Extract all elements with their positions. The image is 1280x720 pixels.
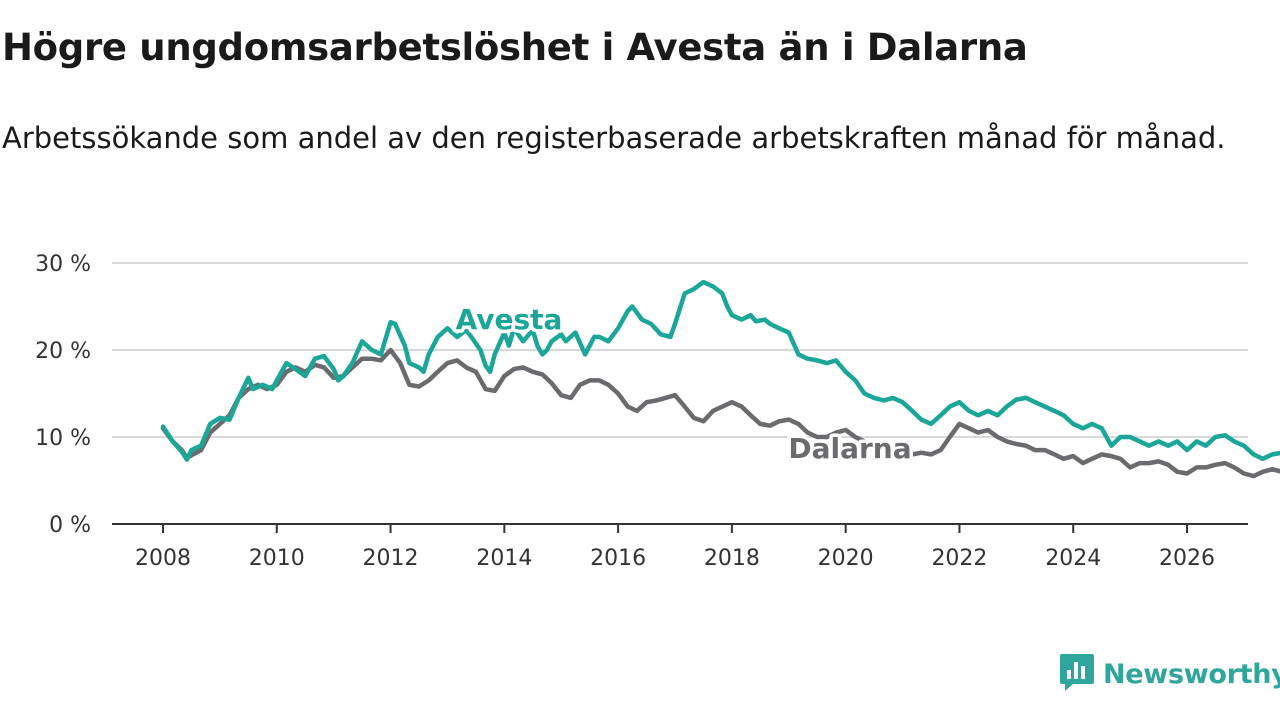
series-name-label-dalarna: Dalarna bbox=[788, 432, 911, 465]
x-tick-label: 2016 bbox=[590, 546, 646, 571]
y-axis: 0 % 10 % 20 % 30 % bbox=[35, 252, 91, 538]
series-line-dalarna bbox=[160, 347, 1280, 479]
x-tick-label: 2026 bbox=[1159, 546, 1215, 571]
y-tick-label: 20 % bbox=[35, 339, 91, 364]
series-layer bbox=[160, 279, 1280, 479]
x-tick-label: 2010 bbox=[249, 546, 305, 571]
y-tick-label: 0 % bbox=[49, 513, 91, 538]
y-tick-label: 30 % bbox=[35, 252, 91, 277]
x-tick-label: 2014 bbox=[476, 546, 532, 571]
x-tick-label: 2022 bbox=[931, 546, 987, 571]
x-tick-label: 2008 bbox=[135, 546, 191, 571]
x-tick-label: 2012 bbox=[363, 546, 419, 571]
x-tick-label: 2018 bbox=[704, 546, 760, 571]
series-line-avesta bbox=[160, 279, 1280, 462]
series-name-label-avesta: Avesta bbox=[456, 303, 563, 336]
y-tick-label: 10 % bbox=[35, 426, 91, 451]
brand-name: Newsworthy bbox=[1103, 658, 1280, 690]
newsworthy-logo-icon bbox=[1059, 652, 1095, 696]
gridlines bbox=[112, 262, 1248, 438]
chart-subtitle: Arbetssökande som andel av den registerb… bbox=[2, 121, 1226, 155]
x-axis: 2008 2010 2012 2014 2016 2018 2020 2022 2024 2026 bbox=[112, 523, 1248, 571]
chart-title: Högre ungdomsarbetslöshet i Avesta än i … bbox=[2, 26, 1028, 69]
newsworthy-brand: Newsworthy bbox=[1059, 654, 1280, 694]
x-tick-label: 2020 bbox=[818, 546, 874, 571]
x-tick-label: 2024 bbox=[1045, 546, 1101, 571]
